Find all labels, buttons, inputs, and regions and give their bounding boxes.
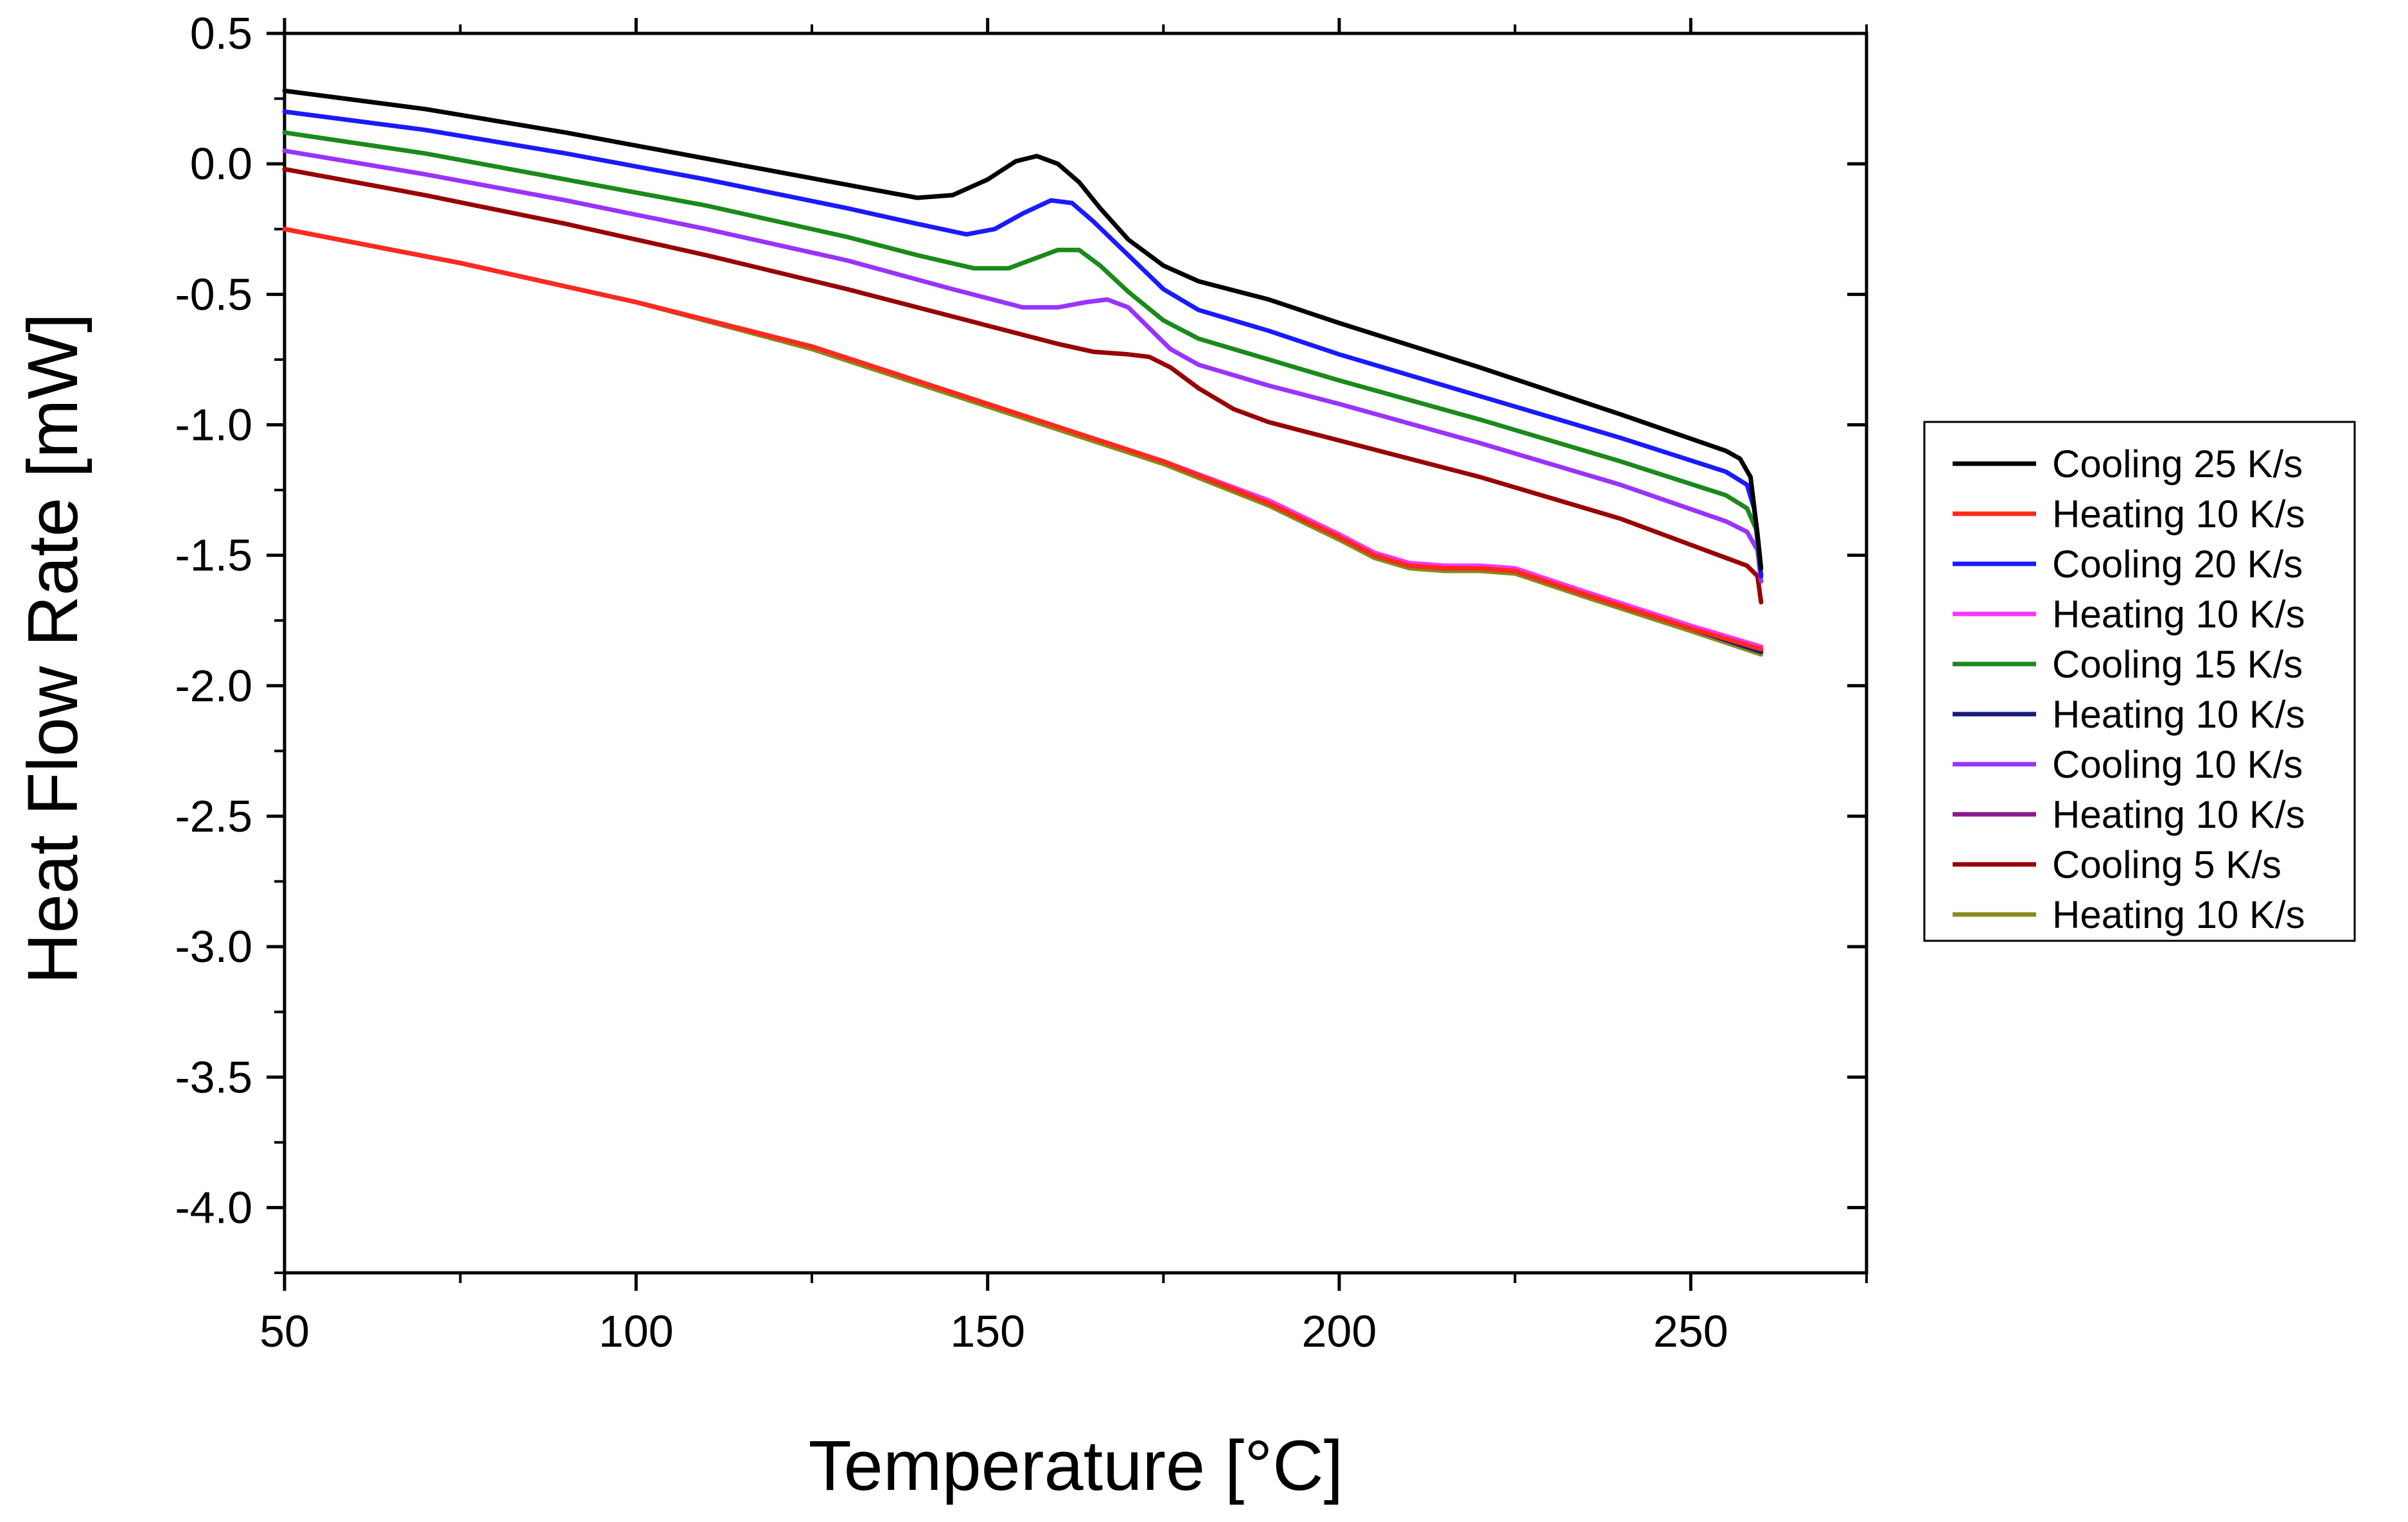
x-axis-title: Temperature [°C] [809,1426,1344,1505]
x-tick-label: 250 [1653,1306,1728,1356]
y-tick-label: -0.5 [175,269,252,319]
legend-label: Cooling 15 K/s [2052,643,2303,686]
y-tick-label: -3.5 [175,1052,252,1102]
series-line-10 [282,227,1764,657]
series-line-3 [282,109,1764,579]
y-tick-label: -4.0 [175,1182,252,1232]
legend-label: Heating 10 K/s [2052,593,2305,636]
y-tick-label: -2.0 [175,661,252,711]
series-line-6 [282,227,1764,654]
legend-label: Cooling 20 K/s [2052,543,2303,586]
series-line-1 [282,88,1764,571]
series-line-5 [282,130,1764,579]
legend-label: Cooling 25 K/s [2052,442,2303,485]
y-tick-label: 0.5 [190,8,252,58]
legend-label: Cooling 10 K/s [2052,743,2303,786]
x-tick-label: 100 [599,1306,674,1356]
y-tick-label: -3.0 [175,922,252,972]
x-tick-label: 150 [950,1306,1025,1356]
x-tick-label: 50 [259,1306,310,1356]
y-tick-labels: 0.5 0.0 -0.5 -1.0 -1.5 -2.0 -2.5 -3.0 -3.5 -4.0 [175,8,252,1232]
series-line-8 [282,227,1764,654]
series-line-2 [282,227,1764,652]
y-tick-label: -1.5 [175,530,252,581]
series-line-7 [282,148,1764,584]
plot-frame [283,31,1868,1275]
legend-label: Heating 10 K/s [2052,793,2305,836]
legend-label: Heating 10 K/s [2052,893,2305,936]
y-tick-label: -2.5 [175,791,252,841]
series-line-9 [282,166,1764,605]
y-axis-title: Heat Flow Rate [mW] [13,313,92,984]
x-tick-label: 200 [1302,1306,1377,1356]
legend-items: Cooling 25 K/s Heating 10 K/s Cooling 20 K… [1953,442,2305,936]
y-tick-label: 0.0 [190,139,252,189]
legend-label: Cooling 5 K/s [2052,843,2281,886]
legend-label: Heating 10 K/s [2052,493,2305,536]
x-tick-labels: 50 100 150 200 250 [259,1306,1728,1356]
legend: Cooling 25 K/s Heating 10 K/s Cooling 20 K… [1923,421,2356,942]
series-lines [282,88,1764,657]
legend-box [1923,421,2356,942]
axis-ticks [267,18,1868,1291]
legend-label: Heating 10 K/s [2052,693,2305,736]
y-tick-label: -1.0 [175,399,252,450]
